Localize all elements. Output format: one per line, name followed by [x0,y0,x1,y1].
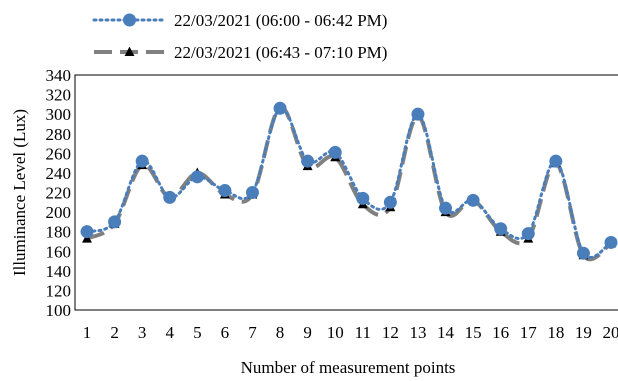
x-tick-label: 2 [110,323,119,342]
x-tick-label: 1 [83,323,92,342]
legend-marker [124,46,135,57]
series-2 [82,101,616,262]
legend-label: 22/03/2021 (06:43 - 07:10 PM) [174,43,387,62]
data-point [576,246,590,260]
series-1 [80,101,618,260]
x-tick-label: 5 [193,323,202,342]
y-tick-label: 140 [46,262,72,281]
data-point [245,186,259,199]
x-tick-label: 17 [520,323,538,342]
y-tick-label: 320 [46,86,72,105]
series-layer [80,101,618,262]
data-point [521,227,535,241]
data-point [108,215,122,229]
data-point [549,154,563,168]
plot-area [74,74,618,311]
y-tick-label: 100 [46,301,72,320]
y-tick-label: 340 [46,66,72,85]
data-point [494,222,508,236]
x-tick-label: 9 [303,323,312,342]
y-tick-label: 120 [46,281,72,300]
x-tick-label: 16 [492,323,509,342]
y-tick-label: 180 [46,223,72,242]
data-point [328,145,342,159]
data-point [135,154,149,168]
x-tick-label: 6 [221,323,230,342]
legend: 22/03/2021 (06:00 - 06:42 PM) 22/03/2021 … [92,11,387,62]
data-point [273,101,287,115]
x-tick-label: 10 [327,323,344,342]
y-tick-label: 260 [46,144,72,163]
data-point [163,190,177,204]
y-tick-label: 280 [46,125,72,144]
legend-item: 22/03/2021 (06:00 - 06:42 PM) [92,11,387,30]
x-tick-label: 11 [355,323,371,342]
data-point [383,195,397,209]
x-tick-label: 15 [465,323,482,342]
y-tick-label: 160 [46,242,72,261]
data-point [466,193,480,207]
x-tick-label: 3 [138,323,147,342]
data-point [190,170,204,184]
y-tick-label: 300 [46,105,72,124]
x-tick-label: 7 [248,323,257,342]
x-tick-label: 20 [603,323,618,342]
data-point [356,191,370,205]
x-axis-ticks: 1 2 3 4 5 6 7 8 9 10 11 12 13 14 15 16 17 18 19 20 [83,323,618,342]
x-tick-label: 14 [437,323,455,342]
data-point [80,225,94,239]
y-axis-title: Illuminance Level (Lux) [10,109,29,276]
legend-label: 22/03/2021 (06:00 - 06:42 PM) [174,11,387,30]
data-point [604,235,618,249]
legend-marker [123,13,136,27]
data-point [439,201,453,215]
y-tick-label: 240 [46,164,72,183]
y-tick-label: 220 [46,184,72,203]
x-tick-label: 12 [382,323,399,342]
legend-item: 22/03/2021 (06:43 - 07:10 PM) [94,43,387,62]
x-tick-label: 18 [547,323,564,342]
data-point [218,184,232,198]
y-tick-label: 200 [46,203,72,222]
x-axis-title: Number of measurement points [241,358,456,377]
x-tick-label: 8 [276,323,285,342]
x-tick-label: 19 [575,323,592,342]
data-point [301,154,315,168]
x-tick-label: 4 [165,323,174,342]
data-point [411,107,425,121]
x-tick-label: 13 [409,323,426,342]
